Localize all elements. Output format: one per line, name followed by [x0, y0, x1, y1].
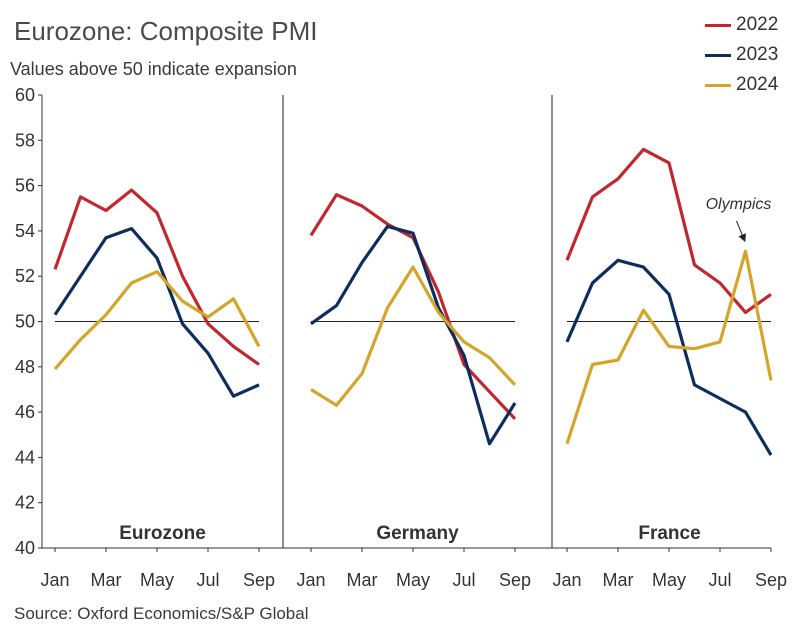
- series-line-france-2023: [565, 258, 773, 456]
- chart-source: Source: Oxford Economics/S&P Global: [14, 604, 309, 623]
- chart-legend: 2022 2023 2024: [705, 10, 778, 100]
- panel-title-eurozone: Eurozone: [119, 523, 206, 544]
- x-tick-label-germany-jul: Jul: [452, 570, 475, 590]
- y-tick-label-60: 60: [15, 85, 35, 105]
- x-tick-label-germany-sep: Sep: [499, 570, 531, 590]
- x-tick-label-france-jan: Jan: [552, 570, 581, 590]
- x-tick-label-eurozone-jan: Jan: [40, 570, 69, 590]
- y-tick-label-58: 58: [15, 130, 35, 150]
- x-tick-label-germany-mar: Mar: [347, 570, 378, 590]
- panel-title-germany: Germany: [376, 523, 459, 544]
- chart-subtitle: Values above 50 indicate expansion: [10, 59, 297, 79]
- panel-title-france: France: [638, 523, 700, 544]
- legend-item-2022: 2022: [705, 10, 778, 40]
- x-tick-label-france-sep: Sep: [755, 570, 787, 590]
- y-tick-label-52: 52: [15, 266, 35, 286]
- x-tick-label-eurozone-mar: Mar: [91, 570, 122, 590]
- legend-swatch-2024: [705, 83, 731, 87]
- series-line-germany-2023: [310, 224, 517, 446]
- annotation-arrow: [736, 220, 746, 243]
- x-tick-label-france-mar: Mar: [603, 570, 634, 590]
- x-tick-label-eurozone-may: May: [140, 570, 174, 590]
- legend-swatch-2023: [705, 53, 731, 57]
- x-tick-label-eurozone-jul: Jul: [196, 570, 219, 590]
- y-tick-label-56: 56: [15, 176, 35, 196]
- x-tick-label-eurozone-sep: Sep: [243, 570, 275, 590]
- y-tick-label-48: 48: [15, 357, 35, 377]
- y-tick-label-42: 42: [15, 493, 35, 513]
- series-line-germany-2022: [309, 193, 517, 420]
- series-line-france-2024: [565, 249, 773, 445]
- series-line-germany-2024: [310, 265, 517, 407]
- legend-swatch-2022: [705, 23, 731, 27]
- annotation-label: Olympics: [706, 196, 772, 213]
- series-line-eurozone-2022: [53, 188, 260, 366]
- y-tick-label-46: 46: [15, 402, 35, 422]
- y-tick-label-40: 40: [15, 538, 35, 558]
- legend-label-2024: 2024: [736, 74, 779, 95]
- legend-label-2022: 2022: [736, 14, 779, 35]
- x-tick-label-france-may: May: [652, 570, 686, 590]
- series-line-eurozone-2024: [53, 270, 261, 371]
- x-tick-label-germany-jan: Jan: [296, 570, 325, 590]
- y-tick-label-44: 44: [15, 447, 35, 467]
- x-tick-label-germany-may: May: [396, 570, 430, 590]
- legend-item-2023: 2023: [705, 40, 778, 70]
- chart-title: Eurozone: Composite PMI: [14, 16, 318, 46]
- legend-item-2024: 2024: [705, 70, 778, 100]
- y-tick-label-50: 50: [15, 312, 35, 332]
- series-line-france-2022: [565, 147, 772, 314]
- legend-label-2023: 2023: [736, 44, 779, 65]
- y-tick-label-54: 54: [15, 221, 35, 241]
- series-line-eurozone-2023: [53, 227, 260, 398]
- x-tick-label-france-jul: Jul: [708, 570, 731, 590]
